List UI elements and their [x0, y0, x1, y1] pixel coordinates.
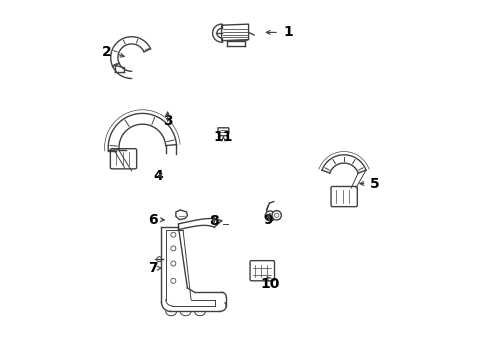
Text: 4: 4 [154, 170, 164, 183]
Text: 2: 2 [101, 45, 111, 59]
Circle shape [268, 213, 273, 219]
Text: 7: 7 [148, 261, 158, 275]
Circle shape [157, 257, 162, 262]
Circle shape [171, 246, 176, 251]
Circle shape [171, 278, 176, 283]
Text: 5: 5 [370, 177, 379, 190]
Circle shape [272, 211, 281, 220]
Text: 9: 9 [264, 213, 273, 226]
FancyBboxPatch shape [250, 261, 274, 281]
FancyBboxPatch shape [110, 149, 137, 169]
Text: 1: 1 [283, 26, 293, 39]
Text: 6: 6 [148, 213, 158, 226]
Circle shape [171, 261, 176, 266]
Circle shape [171, 232, 176, 237]
Text: 10: 10 [261, 278, 280, 291]
FancyBboxPatch shape [331, 186, 357, 207]
Text: 11: 11 [214, 130, 233, 144]
Text: 3: 3 [163, 114, 172, 127]
Circle shape [274, 213, 279, 217]
Circle shape [265, 211, 275, 221]
Text: 8: 8 [210, 215, 220, 228]
